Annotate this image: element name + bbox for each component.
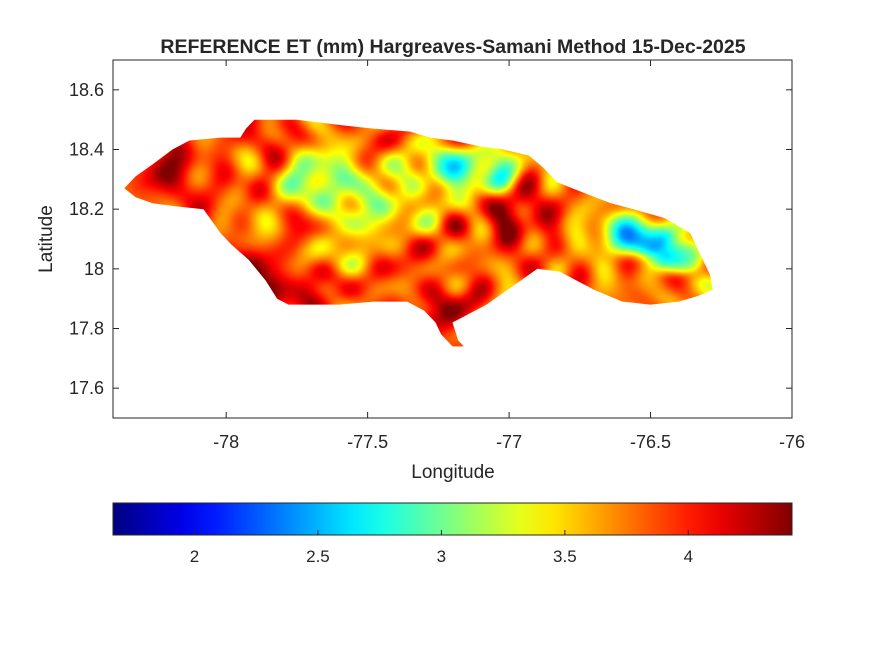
y-tick-label: 18.6 [69, 80, 104, 100]
colorbar-tick-label: 4 [684, 547, 693, 566]
y-axis-label: Latitude [36, 205, 57, 273]
colorbar-gradient [112, 502, 793, 536]
colorbar-tick-label: 2.5 [306, 547, 330, 566]
y-tick-label: 18.2 [69, 199, 104, 219]
y-tick-label: 18 [84, 259, 104, 279]
y-tick-label: 17.8 [69, 319, 104, 339]
colorbar-tick-label: 2 [190, 547, 199, 566]
colorbar-tick-label: 3.5 [553, 547, 577, 566]
x-tick-label: -76.5 [630, 432, 671, 452]
x-tick-label: -77 [496, 432, 522, 452]
chart-title: REFERENCE ET (mm) Hargreaves-Samani Meth… [160, 36, 745, 58]
x-axis-label: Longitude [411, 462, 494, 483]
x-tick-label: -78 [213, 432, 239, 452]
x-tick-label: -77.5 [347, 432, 388, 452]
y-tick-label: 18.4 [69, 140, 104, 160]
colorbar-tick-label: 3 [437, 547, 446, 566]
y-tick-label: 17.6 [69, 378, 104, 398]
colorbar-ticks: 2 2.5 3 3.5 4 [190, 530, 693, 566]
y-axis-ticks: 17.6 17.8 18 18.2 18.4 18.6 [69, 80, 792, 398]
x-axis-ticks: -78 -77.5 -77 -76.5 -76 [213, 60, 805, 452]
x-tick-label: -76 [779, 432, 805, 452]
colorbar: 2 2.5 3 3.5 4 [112, 502, 793, 566]
